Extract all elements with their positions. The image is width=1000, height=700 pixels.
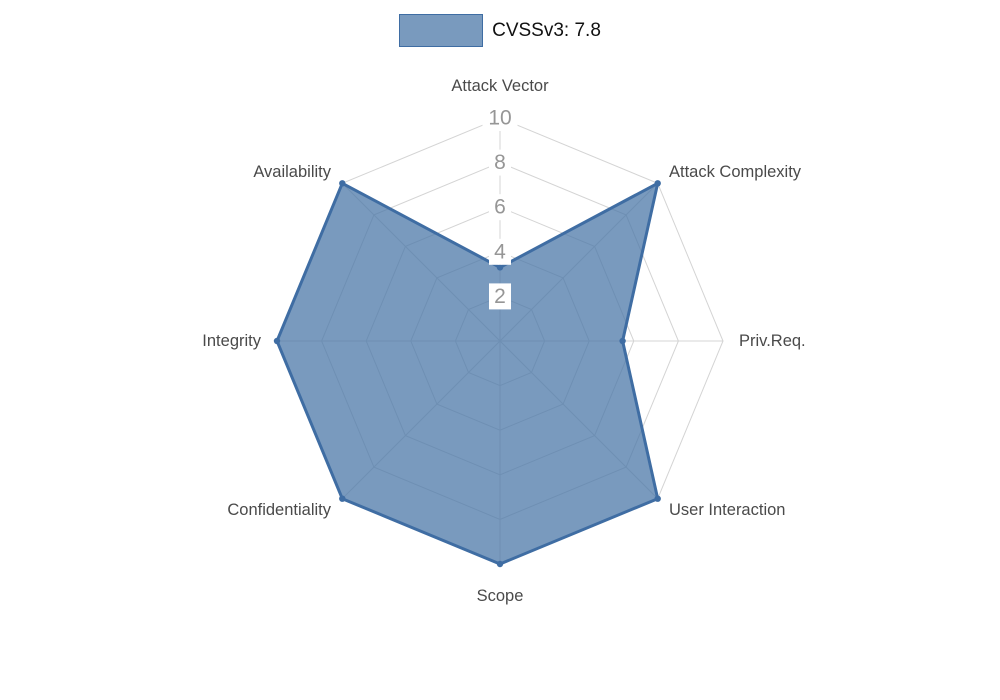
tick-backdrop bbox=[489, 194, 511, 221]
tick-label: 6 bbox=[494, 196, 506, 219]
tick-backdrop bbox=[489, 238, 511, 265]
data-point bbox=[654, 495, 661, 502]
data-point bbox=[273, 337, 281, 345]
tick-backdrop bbox=[489, 149, 511, 176]
data-point bbox=[339, 180, 346, 187]
data-polygon bbox=[275, 181, 660, 566]
axis-label: Priv.Req. bbox=[739, 332, 806, 350]
tick-label: 2 bbox=[494, 285, 506, 308]
chart-legend: CVSSv3: 7.8 bbox=[0, 14, 1000, 47]
legend-item-cvssv3[interactable]: CVSSv3: 7.8 bbox=[399, 14, 601, 47]
axis-label: Integrity bbox=[202, 332, 261, 350]
legend-color-swatch bbox=[399, 14, 484, 47]
axis-label: Scope bbox=[477, 587, 524, 605]
tick-label: 8 bbox=[494, 151, 506, 174]
tick-label: 4 bbox=[494, 240, 506, 263]
tick-label: 10 bbox=[488, 107, 511, 130]
axis-label: Confidentiality bbox=[227, 501, 331, 519]
data-point bbox=[339, 495, 346, 502]
axis-label: Availability bbox=[253, 163, 331, 181]
data-point bbox=[496, 264, 504, 271]
axis-label: Attack Complexity bbox=[669, 163, 802, 181]
data-point bbox=[619, 337, 626, 345]
legend-label: CVSSv3: 7.8 bbox=[492, 20, 601, 41]
tick-backdrop bbox=[489, 283, 511, 310]
data-point bbox=[496, 560, 504, 568]
data-point bbox=[654, 180, 661, 187]
tick-backdrop bbox=[482, 105, 518, 131]
axis-label: User Interaction bbox=[669, 501, 785, 519]
axis-label: Attack Vector bbox=[451, 77, 549, 95]
